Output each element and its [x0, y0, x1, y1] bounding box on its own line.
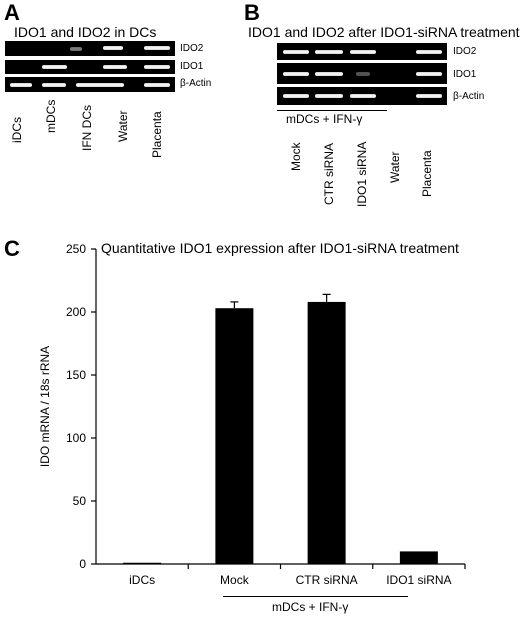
band-b-actin-mock	[283, 94, 309, 98]
band-a-ido2-mdcs	[70, 47, 82, 51]
gel-a-row-ido1	[5, 60, 175, 74]
chart-title: Quantitative IDO1 expression after IDO1-…	[101, 240, 459, 256]
bar-3	[399, 551, 438, 564]
band-b-ido1-ctr	[315, 72, 343, 76]
x-tick-label-0: iDCs	[129, 573, 155, 587]
y-tick-label: 0	[79, 557, 86, 571]
band-a-actin-placenta	[144, 83, 170, 87]
band-b-ido2-mock	[283, 50, 309, 54]
band-b-actin-placenta	[416, 94, 442, 98]
band-a-ido1-ifn	[103, 65, 127, 69]
band-b-ido2-ido1sirna	[350, 50, 376, 54]
panel-a-letter: A	[4, 0, 20, 25]
gel-b-label-ido2: IDO2	[453, 46, 477, 57]
bar-0	[123, 562, 162, 565]
y-tick-label: 50	[73, 494, 87, 508]
x-tick-label-3: IDO1 siRNA	[386, 573, 451, 587]
band-a-ido2-placenta	[144, 46, 170, 50]
gel-b-row-ido1	[277, 63, 447, 84]
panel-c-group-label: mDCs + IFN-γ	[272, 600, 349, 614]
gel-b-label-ido1: IDO1	[453, 69, 477, 80]
gel-b-label-actin: β-Actin	[453, 91, 485, 102]
gel-a-label-actin: β-Actin	[180, 78, 212, 89]
panel-a-title: IDO1 and IDO2 in DCs	[14, 24, 157, 40]
band-b-ido1-mock	[283, 72, 309, 76]
band-a-ido2-ifn	[103, 46, 123, 50]
y-tick-label: 100	[66, 431, 86, 445]
gel-a-row-ido2	[5, 41, 175, 56]
panel-b-group-label: mDCs + IFN-γ	[286, 112, 363, 126]
gel-a-label-ido2: IDO2	[180, 43, 204, 54]
band-b-actin-ido1sirna	[350, 94, 376, 98]
x-tick-label-2: CTR siRNA	[296, 573, 358, 587]
y-tick-label: 200	[66, 305, 86, 319]
band-a-ido1-mdcs	[42, 65, 67, 69]
panel-b-letter: B	[244, 0, 260, 25]
band-b-ido1-ido1sirna	[356, 72, 370, 76]
bar-1	[215, 308, 254, 564]
y-axis-label: IDO mRNA / 18s rRNA	[38, 346, 52, 467]
y-tick-label: 150	[66, 368, 86, 382]
band-b-ido2-ctr	[315, 50, 343, 54]
panel-b-group-line	[277, 110, 387, 111]
bar-2	[307, 301, 346, 564]
y-tick-label: 250	[66, 242, 86, 256]
band-a-actin-ifn	[76, 83, 124, 87]
panel-b-title: IDO1 and IDO2 after IDO1-siRNA treatment	[248, 24, 520, 40]
panel-c-letter: C	[4, 236, 20, 261]
band-b-ido1-placenta	[416, 72, 442, 76]
band-a-actin-idcs	[10, 83, 32, 87]
band-a-actin-mdcs	[42, 83, 66, 87]
band-b-ido2-placenta	[416, 50, 442, 54]
band-b-actin-ctr	[315, 94, 343, 98]
gel-a-label-ido1: IDO1	[180, 61, 204, 72]
x-tick-label-1: Mock	[220, 573, 250, 587]
band-a-ido1-placenta	[144, 65, 170, 69]
panel-c-group-line	[223, 596, 408, 597]
